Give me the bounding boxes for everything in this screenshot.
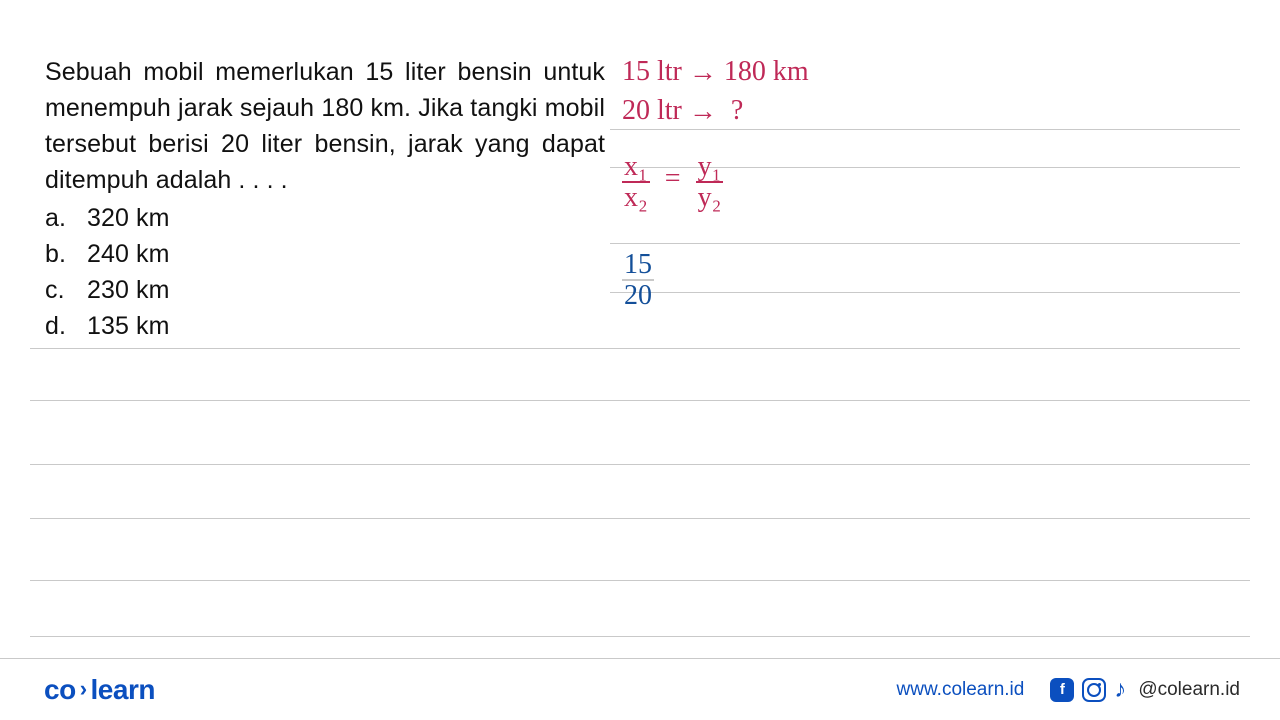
option-d: d. 135 km xyxy=(45,308,605,344)
handwriting-line-1: 15 ltr → 180 km xyxy=(622,56,809,88)
ruled-line xyxy=(610,243,1240,244)
colearn-logo: co › learn xyxy=(44,674,155,706)
option-text: 135 km xyxy=(87,308,170,344)
logo-co: co xyxy=(44,674,76,706)
frac-num: 15 xyxy=(622,250,654,279)
option-text: 230 km xyxy=(87,272,170,308)
logo-sep-icon: › xyxy=(80,676,87,702)
fraction-1520: 15 20 xyxy=(622,250,654,311)
option-letter: a. xyxy=(45,200,69,236)
fraction-x: x₁ x₂ xyxy=(622,152,650,213)
ruled-line xyxy=(30,400,1250,401)
handwriting-fraction-1520: 15 20 xyxy=(622,250,654,311)
footer-right: www.colearn.id f ♪ @colearn.id xyxy=(897,676,1240,704)
page: Sebuah mobil memerlukan 15 liter bensin … xyxy=(0,0,1280,720)
option-c: c. 230 km xyxy=(45,272,605,308)
social-icons: f ♪ @colearn.id xyxy=(1050,676,1240,704)
option-text: 320 km xyxy=(87,200,170,236)
ruled-line xyxy=(30,580,1250,581)
hw-text: 180 km xyxy=(724,56,809,87)
frac-num: x₁ xyxy=(622,152,650,181)
ruled-line xyxy=(610,129,1240,130)
ruled-line xyxy=(30,464,1250,465)
equals-sign: = xyxy=(665,163,681,195)
frac-num: y₁ xyxy=(696,152,724,181)
handwriting-line-2: 20 ltr → ? xyxy=(622,95,743,127)
arrow-icon: → xyxy=(689,57,717,89)
hw-text: ? xyxy=(731,95,743,126)
hw-text: 15 ltr xyxy=(622,56,682,87)
instagram-icon xyxy=(1082,678,1106,702)
handwriting-equation: x₁ x₂ = y₁ y₂ xyxy=(622,152,723,213)
option-letter: c. xyxy=(45,272,69,308)
social-handle: @colearn.id xyxy=(1138,679,1240,701)
option-text: 240 km xyxy=(87,236,170,272)
option-letter: b. xyxy=(45,236,69,272)
option-b: b. 240 km xyxy=(45,236,605,272)
problem-stem: Sebuah mobil memerlukan 15 liter bensin … xyxy=(45,54,605,198)
frac-den: y₂ xyxy=(696,181,724,212)
option-list: a. 320 km b. 240 km c. 230 km d. 135 km xyxy=(45,200,605,344)
ruled-line xyxy=(30,348,1240,349)
ruled-line xyxy=(30,518,1250,519)
ruled-line xyxy=(30,636,1250,637)
option-letter: d. xyxy=(45,308,69,344)
frac-den: 20 xyxy=(622,279,654,310)
ruled-line xyxy=(610,292,1240,293)
tiktok-icon: ♪ xyxy=(1114,676,1126,704)
arrow-icon: → xyxy=(689,96,717,128)
frac-den: x₂ xyxy=(622,181,650,212)
footer-url: www.colearn.id xyxy=(897,679,1025,701)
facebook-icon: f xyxy=(1050,678,1074,702)
footer: co › learn www.colearn.id f ♪ @colearn.i… xyxy=(0,658,1280,720)
logo-learn: learn xyxy=(91,674,155,706)
fraction-y: y₁ y₂ xyxy=(696,152,724,213)
problem-block: Sebuah mobil memerlukan 15 liter bensin … xyxy=(45,54,605,344)
option-a: a. 320 km xyxy=(45,200,605,236)
hw-text: 20 ltr xyxy=(622,95,682,126)
